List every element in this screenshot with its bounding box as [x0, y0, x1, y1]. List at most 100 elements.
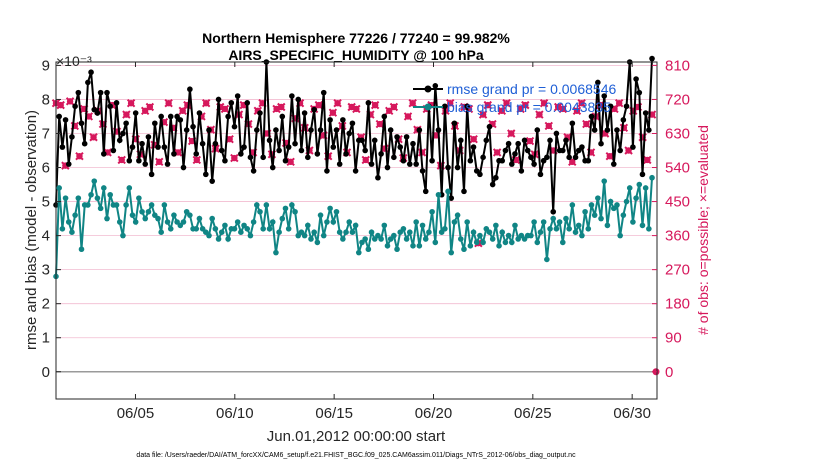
rmse-point	[196, 110, 203, 116]
bias-point	[279, 215, 286, 222]
obs-evaluated-point	[539, 99, 549, 108]
rmse-point	[110, 147, 117, 154]
bias-point	[410, 243, 416, 249]
rmse-point	[158, 113, 164, 120]
bias-point	[391, 232, 397, 239]
obs-evaluated-point	[446, 99, 455, 108]
rmse-point	[585, 157, 592, 164]
rmse-point	[601, 93, 608, 99]
bias-point	[161, 202, 168, 208]
rmse-point	[311, 106, 317, 113]
bias-point	[461, 246, 467, 253]
bias-point	[563, 215, 569, 222]
rmse-point	[101, 151, 107, 157]
rmse-point	[403, 134, 410, 140]
bias-point	[642, 185, 649, 191]
bias-point	[301, 232, 308, 239]
obs-evaluated-point	[277, 102, 286, 112]
rmse-point	[610, 161, 617, 167]
rmse-point	[489, 181, 496, 188]
rmse-point	[250, 168, 257, 174]
rmse-point	[359, 137, 365, 144]
bias-point	[148, 202, 155, 208]
rmse-point	[400, 157, 407, 164]
rmse-point	[203, 171, 209, 178]
rmse-point	[477, 171, 483, 178]
y-left-tick-label-2: 2	[42, 296, 50, 313]
rmse-point	[617, 147, 623, 154]
bias-point	[257, 208, 263, 215]
rmse-point	[72, 103, 78, 110]
y-axis-exponent: ×10⁻³	[56, 53, 92, 69]
rmse-point	[563, 137, 569, 144]
bias-point	[489, 236, 496, 242]
bias-point	[537, 229, 544, 236]
bias-point	[473, 239, 480, 246]
bias-point	[620, 212, 627, 218]
bias-point	[285, 225, 292, 232]
rmse-point	[413, 161, 419, 167]
obs-evaluated-point	[272, 104, 281, 114]
rmse-point	[180, 164, 187, 171]
rmse-point	[607, 103, 614, 110]
bias-point	[308, 236, 314, 242]
bias-point	[107, 191, 113, 198]
bias-point	[419, 222, 426, 229]
rmse-point	[493, 174, 499, 181]
obs-evaluated-point	[577, 99, 586, 108]
bias-point	[457, 236, 464, 242]
y-right-tick-label-0: 0	[665, 364, 673, 381]
bias-point	[384, 243, 391, 249]
bias-point	[646, 225, 652, 232]
rmse-point	[298, 147, 305, 154]
rmse-point	[56, 113, 62, 120]
rmse-point	[231, 123, 238, 130]
rmse-point	[276, 147, 282, 154]
obs-evaluated-point	[389, 102, 399, 112]
bias-point	[633, 195, 639, 201]
bias-point	[305, 222, 311, 229]
bias-point	[171, 212, 177, 218]
rmse-point	[295, 96, 302, 103]
x-tick-label-0: 06/05	[117, 405, 155, 422]
bias-point	[142, 215, 149, 222]
obs-evaluated-point	[558, 104, 568, 114]
bias-point	[266, 225, 273, 232]
rmse-point	[289, 93, 295, 99]
rmse-point	[129, 144, 136, 150]
bias-point	[566, 225, 572, 232]
rmse-point	[206, 127, 212, 133]
bias-point	[340, 236, 346, 242]
bias-point	[639, 222, 646, 229]
y-right-tick-label-7: 630	[665, 125, 690, 142]
bias-point	[231, 225, 238, 232]
rmse-point	[365, 100, 372, 106]
rmse-point	[642, 110, 649, 116]
y-left-tick-label-6: 6	[42, 160, 50, 177]
bias-point	[289, 202, 295, 208]
bias-point	[222, 222, 228, 229]
rmse-point	[410, 140, 416, 147]
bias-point	[215, 236, 222, 242]
bias-point	[426, 229, 432, 236]
bias-point	[362, 236, 368, 242]
bias-point	[314, 239, 321, 246]
bias-point	[365, 246, 372, 253]
chart-title-line1: Northern Hemisphere 77226 / 77240 = 99.9…	[202, 30, 510, 46]
rmse-point	[368, 161, 375, 167]
bias-point	[575, 222, 582, 229]
rmse-point	[305, 154, 311, 161]
rmse-point	[107, 103, 113, 110]
rmse-point	[241, 144, 247, 150]
bias-point	[601, 178, 608, 184]
rmse-point	[534, 127, 541, 133]
bias-point	[470, 229, 477, 236]
rmse-point	[384, 164, 391, 171]
bias-point	[263, 202, 270, 208]
bias-point	[155, 215, 161, 222]
rmse-point	[193, 151, 200, 157]
bias-point	[540, 219, 547, 225]
rmse-point	[145, 134, 152, 140]
y-left-tick-label-8: 8	[42, 91, 50, 108]
